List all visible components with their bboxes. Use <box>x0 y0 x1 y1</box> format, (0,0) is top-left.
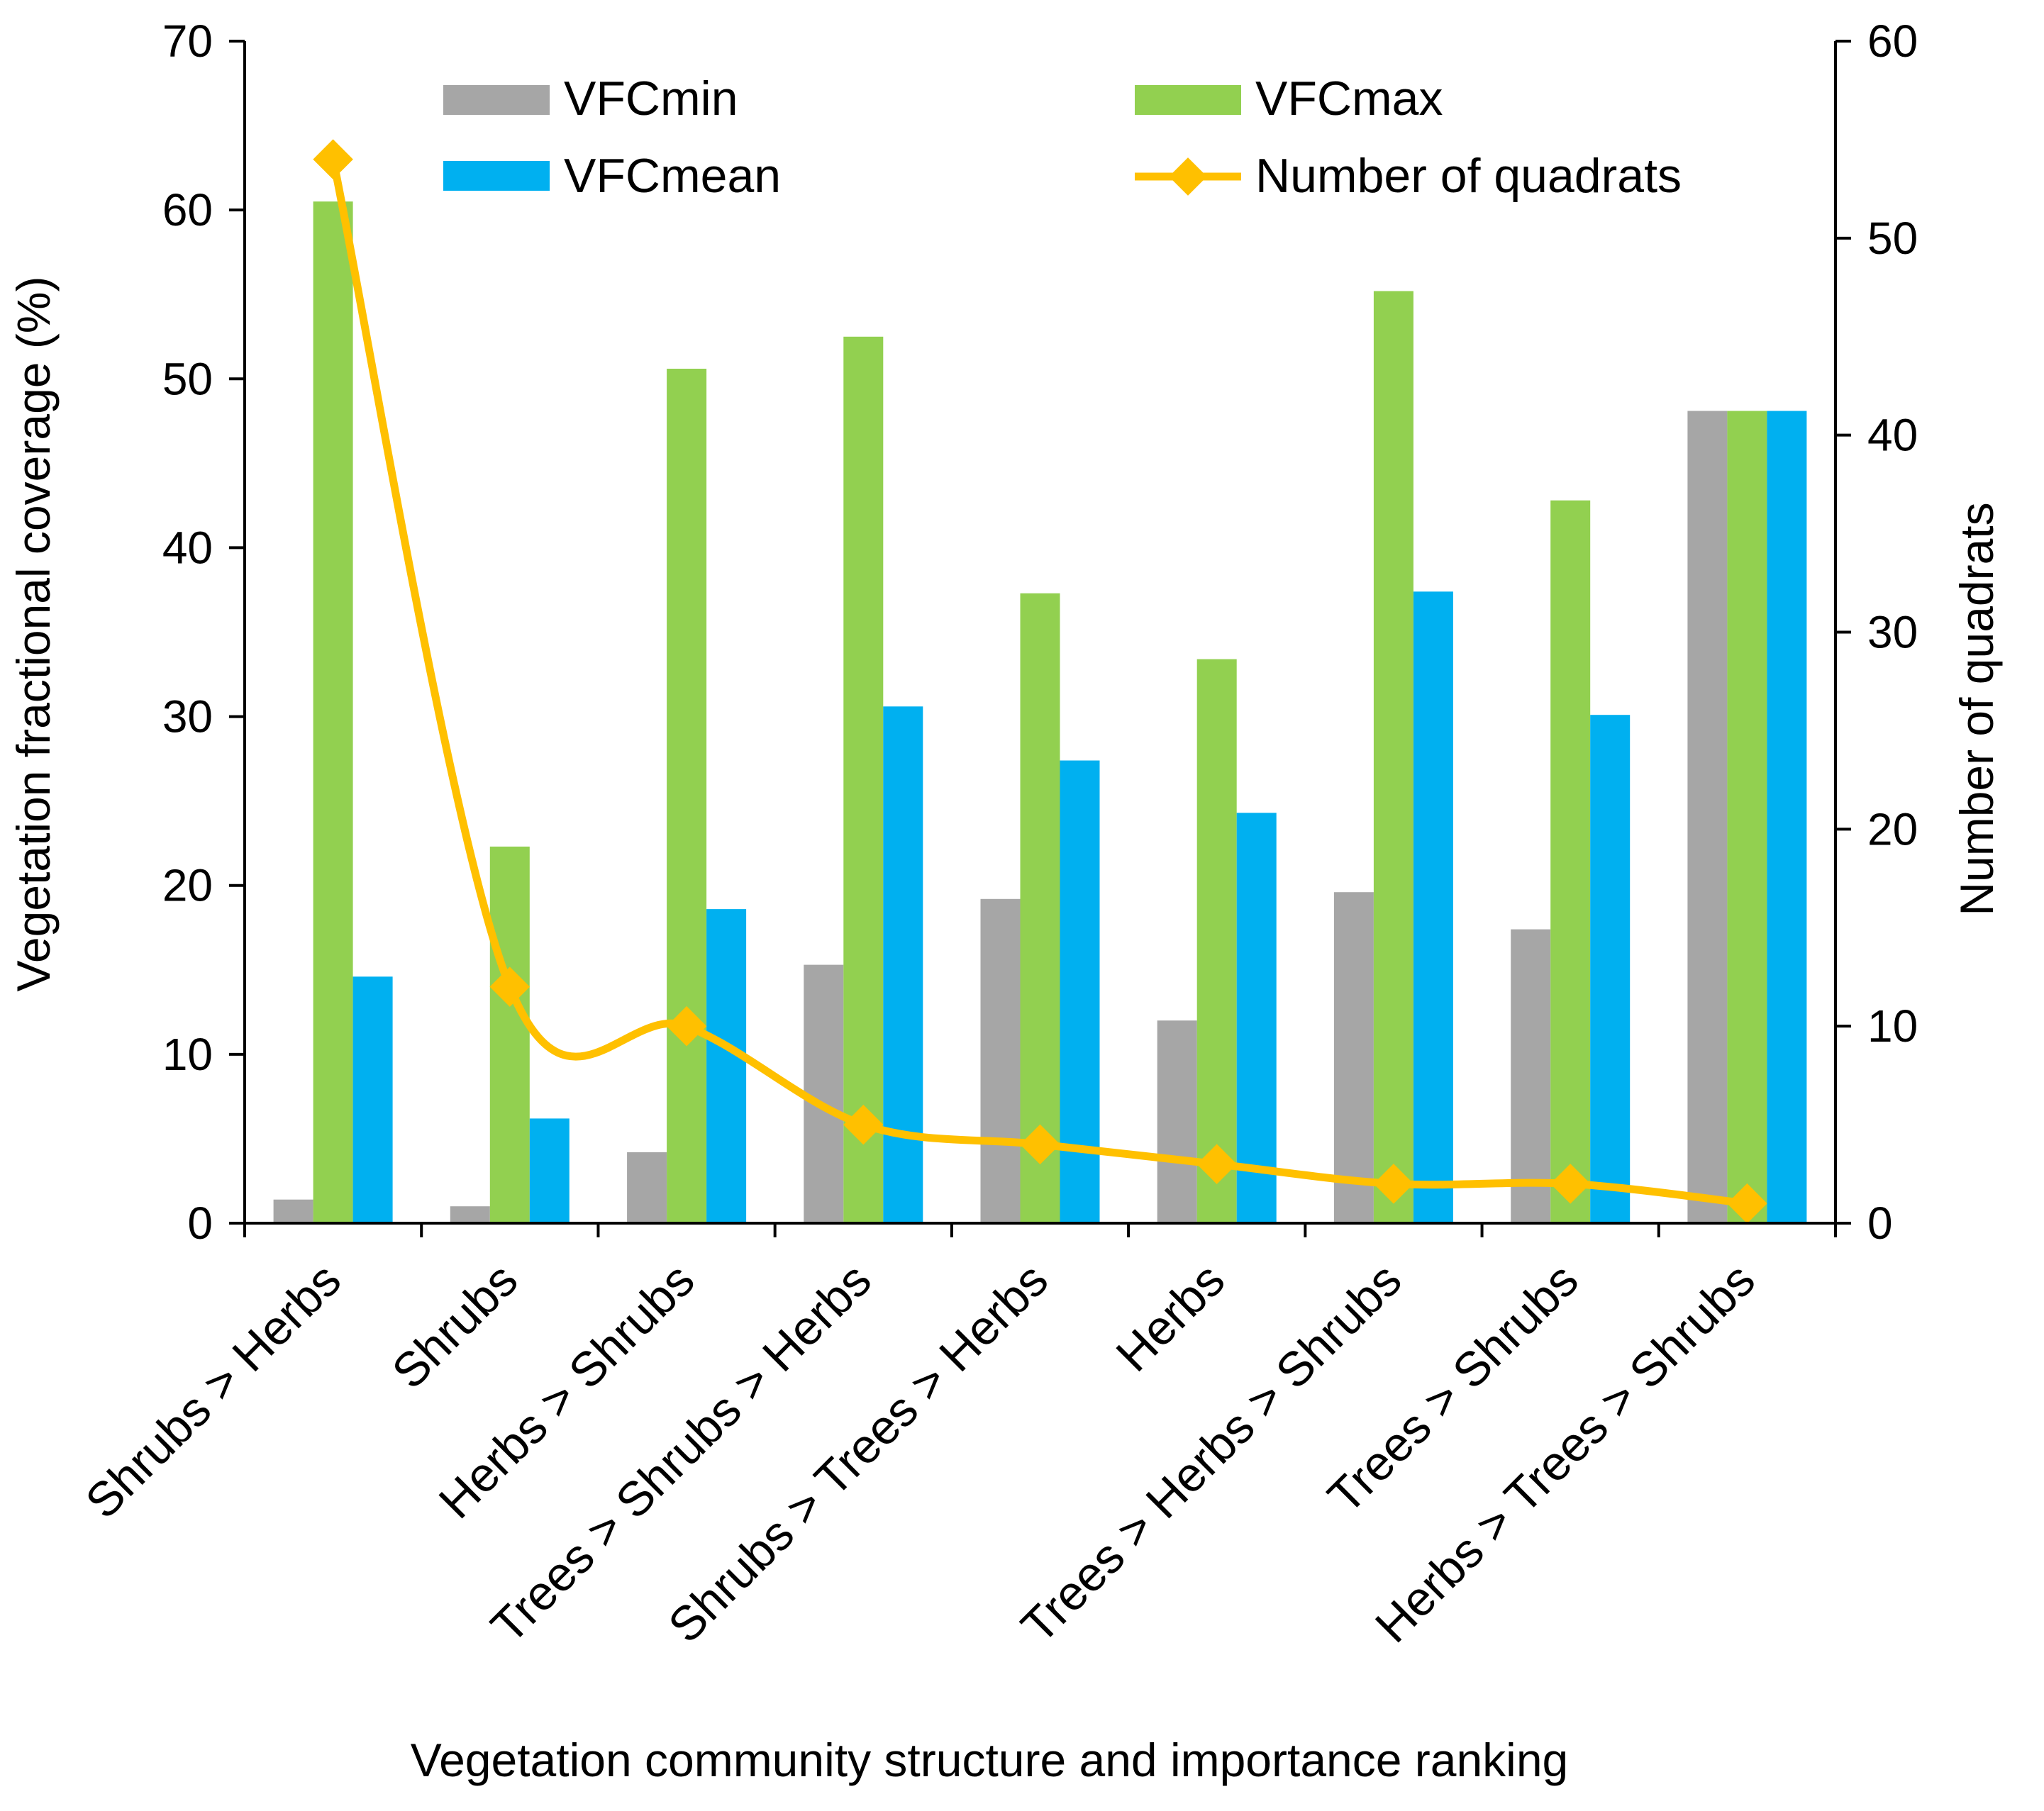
line-number-of-quadrats <box>329 158 1748 1208</box>
bar-vfcmin-1 <box>450 1206 490 1223</box>
marker-number-of-quadrats-1 <box>489 966 531 1007</box>
y2-tick-label: 30 <box>1867 607 1918 658</box>
bar-vfcmax-2 <box>667 369 707 1223</box>
bar-vfcmin-5 <box>1157 1020 1197 1223</box>
y2-tick-label: 20 <box>1867 803 1918 854</box>
bars-layer <box>273 201 1807 1224</box>
legend: VFCmin VFCmax VFCmean Number of quadrats <box>443 72 1682 203</box>
bar-vfcmean-2 <box>706 909 747 1223</box>
marker-number-of-quadrats-8 <box>1727 1183 1767 1224</box>
bar-vfcmin-2 <box>627 1152 667 1223</box>
category-label-1: Shrubs <box>382 1253 528 1399</box>
marker-number-of-quadrats-2 <box>666 1005 707 1047</box>
bar-vfcmin-7 <box>1511 929 1551 1223</box>
marker-number-of-quadrats-7 <box>1550 1164 1591 1204</box>
legend-label-vfcmin: VFCmin <box>564 72 738 126</box>
y-tick-label: 50 <box>162 353 213 404</box>
y-tick-label: 40 <box>162 522 213 573</box>
legend-swatch-vfcmean <box>443 161 550 191</box>
y2-tick-label: 40 <box>1867 410 1918 461</box>
bar-vfcmax-4 <box>1020 593 1060 1223</box>
bar-vfcmean-5 <box>1236 813 1277 1223</box>
bar-vfcmax-3 <box>843 336 884 1224</box>
y-tick-label: 20 <box>162 860 213 911</box>
legend-swatch-vfcmax <box>1135 85 1241 115</box>
ticks-layer: 0 10 20 30 40 50 60 70 0 10 20 30 40 50 60 <box>162 16 1918 1249</box>
legend-label-vfcmax: VFCmax <box>1255 72 1443 126</box>
legend-swatch-quadrats-marker <box>1169 157 1207 196</box>
y-tick-label: 60 <box>162 184 213 235</box>
bar-vfcmean-0 <box>352 976 393 1223</box>
marker-number-of-quadrats-5 <box>1196 1144 1237 1184</box>
category-label-0: Shrubs > Herbs <box>75 1253 351 1529</box>
bar-vfcmax-0 <box>313 201 353 1224</box>
y-tick-label: 70 <box>162 16 213 67</box>
bar-vfcmax-1 <box>489 846 530 1223</box>
legend-swatch-vfcmin <box>443 85 550 115</box>
bar-vfcmin-0 <box>273 1199 313 1223</box>
marker-number-of-quadrats-0 <box>313 139 353 179</box>
marker-number-of-quadrats-4 <box>1020 1124 1060 1165</box>
y2-tick-label: 50 <box>1867 213 1918 264</box>
marker-number-of-quadrats-6 <box>1373 1164 1414 1204</box>
y2-tick-label: 0 <box>1867 1198 1893 1249</box>
bar-vfcmin-8 <box>1687 411 1728 1223</box>
y2-tick-label: 60 <box>1867 16 1918 67</box>
bar-vfcmean-7 <box>1590 715 1631 1223</box>
bar-vfcmax-6 <box>1373 291 1413 1223</box>
bar-vfcmax-5 <box>1196 659 1237 1223</box>
x-axis-title: Vegetation community structure and impor… <box>411 1734 1569 1786</box>
bar-vfcmean-8 <box>1767 411 1807 1223</box>
bar-vfcmax-7 <box>1550 500 1591 1223</box>
y2-tick-label: 10 <box>1867 1001 1918 1052</box>
y-axis-title: Vegetation fractional coverage (%) <box>7 277 60 992</box>
category-label-5: Herbs <box>1106 1253 1235 1382</box>
bar-vfcmin-4 <box>980 898 1021 1223</box>
y-tick-label: 10 <box>162 1029 213 1080</box>
bar-vfcmean-3 <box>883 706 923 1223</box>
bar-vfcmax-8 <box>1727 411 1767 1223</box>
legend-label-quadrats: Number of quadrats <box>1255 149 1682 203</box>
bar-vfcmean-6 <box>1413 591 1453 1223</box>
bar-vfcmin-3 <box>804 964 844 1223</box>
y-tick-label: 0 <box>187 1198 213 1249</box>
legend-label-vfcmean: VFCmean <box>564 149 781 203</box>
y2-axis-title: Number of quadrats <box>1950 502 2003 915</box>
bar-vfcmean-1 <box>529 1118 570 1223</box>
y-tick-label: 30 <box>162 691 213 742</box>
bar-vfcmin-6 <box>1333 892 1374 1223</box>
marker-number-of-quadrats-3 <box>843 1104 884 1145</box>
